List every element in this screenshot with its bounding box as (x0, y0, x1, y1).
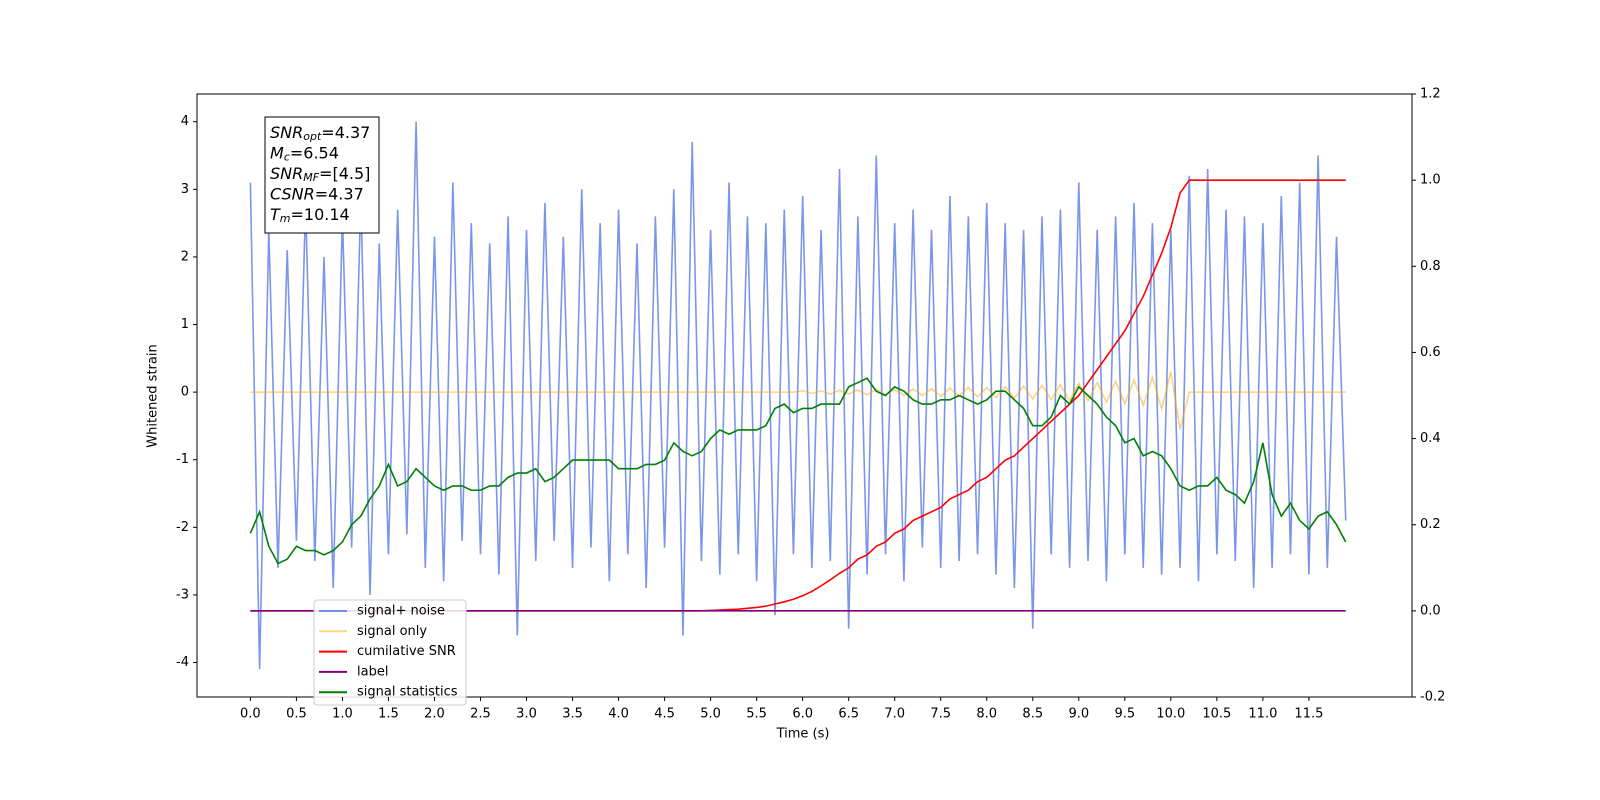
annotation-value: =6.54 (290, 143, 339, 162)
y2-tick-label: 0.4 (1420, 431, 1441, 446)
x-tick-label: 0.5 (286, 707, 307, 722)
legend-label: label (357, 664, 388, 679)
y-tick-label: 3 (181, 182, 189, 197)
y2-tick-label: 0.2 (1420, 517, 1441, 532)
y2-tick-label: -0.2 (1420, 690, 1445, 705)
y-tick-label: 1 (181, 317, 189, 332)
annotation-box: SNRopt=4.37Mc=6.54SNRMF=[4.5]CSNR=4.37Tm… (264, 116, 380, 234)
legend: signal+ noise signal only cumilative SNR la… (313, 599, 467, 706)
x-tick-label: 5.5 (746, 707, 767, 722)
legend-label: signal+ noise (357, 604, 445, 619)
annotation-value: =4.37 (315, 184, 364, 203)
annotation-symbol: CSNR (270, 184, 315, 203)
annotation-value: =4.37 (321, 123, 370, 142)
series-line (250, 371, 1346, 430)
annotation-line: Tm=10.14 (270, 205, 350, 226)
x-tick-label: 11.5 (1294, 707, 1323, 722)
y-tick-label: -2 (176, 520, 189, 535)
y-tick-label: 0 (181, 385, 189, 400)
annotation-symbol: T (270, 205, 281, 224)
legend-frame (313, 599, 467, 706)
annotation-symbol: M (270, 143, 284, 162)
x-tick-label: 8.5 (1022, 707, 1043, 722)
annotation-line: CSNR=4.37 (270, 184, 364, 203)
series-line (249, 377, 1347, 565)
y2-tick-label: 1.2 (1420, 87, 1441, 102)
y-tick-label: 4 (181, 114, 189, 129)
x-tick-label: 3.5 (562, 707, 583, 722)
annotation-line: SNRopt=4.37 (270, 123, 370, 144)
annotation-value: =10.14 (291, 205, 350, 224)
x-tick-label: 4.0 (608, 707, 629, 722)
annotation-frame (264, 116, 380, 234)
annotation-symbol: SNR (270, 123, 303, 142)
x-tick-label: 0.0 (240, 707, 261, 722)
y-tick-label: -4 (176, 655, 189, 670)
x-tick-label: 11.0 (1248, 707, 1277, 722)
y-axis-label: Whitened strain (146, 344, 161, 447)
y2-tick-label: 0.8 (1420, 259, 1441, 274)
x-tick-label: 7.5 (930, 707, 951, 722)
x-tick-label: 10.5 (1202, 707, 1231, 722)
x-tick-label: 5.0 (700, 707, 721, 722)
y2-tick-label: 0.6 (1420, 345, 1441, 360)
x-tick-label: 7.0 (884, 707, 905, 722)
legend-label: signal only (357, 624, 427, 639)
x-tick-label: 4.5 (654, 707, 675, 722)
y2-tick-label: 0.0 (1420, 603, 1441, 618)
legend-label: signal statistics (357, 685, 458, 700)
x-tick-label: 2.5 (470, 707, 491, 722)
x-tick-label: 6.0 (792, 707, 813, 722)
axes-frame (196, 93, 1413, 698)
legend-label: cumilative SNR (357, 644, 456, 659)
annotation-line: Mc=6.54 (270, 143, 339, 164)
y-tick-label: 2 (181, 249, 189, 264)
x-tick-label: 8.0 (976, 707, 997, 722)
x-axis-label: Time (s) (776, 727, 830, 742)
x-tick-label: 6.5 (838, 707, 859, 722)
annotation-line: SNRMF=[4.5] (270, 164, 370, 185)
annotation-subscript: MF (303, 171, 319, 184)
y2-tick-label: 1.0 (1420, 173, 1441, 188)
x-tick-label: 2.0 (424, 707, 445, 722)
y-tick-label: -1 (176, 452, 189, 467)
x-tick-label: 1.0 (332, 707, 353, 722)
annotation-subscript: m (280, 212, 291, 225)
annotation-subscript: opt (303, 130, 322, 143)
x-tick-label: 9.0 (1068, 707, 1089, 722)
x-tick-label: 9.5 (1114, 707, 1135, 722)
x-tick-label: 3.0 (516, 707, 537, 722)
annotation-value: =[4.5] (319, 164, 370, 183)
series-line (249, 121, 1347, 670)
y-tick-label: -3 (176, 587, 189, 602)
x-tick-label: 10.0 (1156, 707, 1185, 722)
annotation-symbol: SNR (270, 164, 303, 183)
x-tick-label: 1.5 (378, 707, 399, 722)
annotation-subscript: c (284, 151, 290, 164)
